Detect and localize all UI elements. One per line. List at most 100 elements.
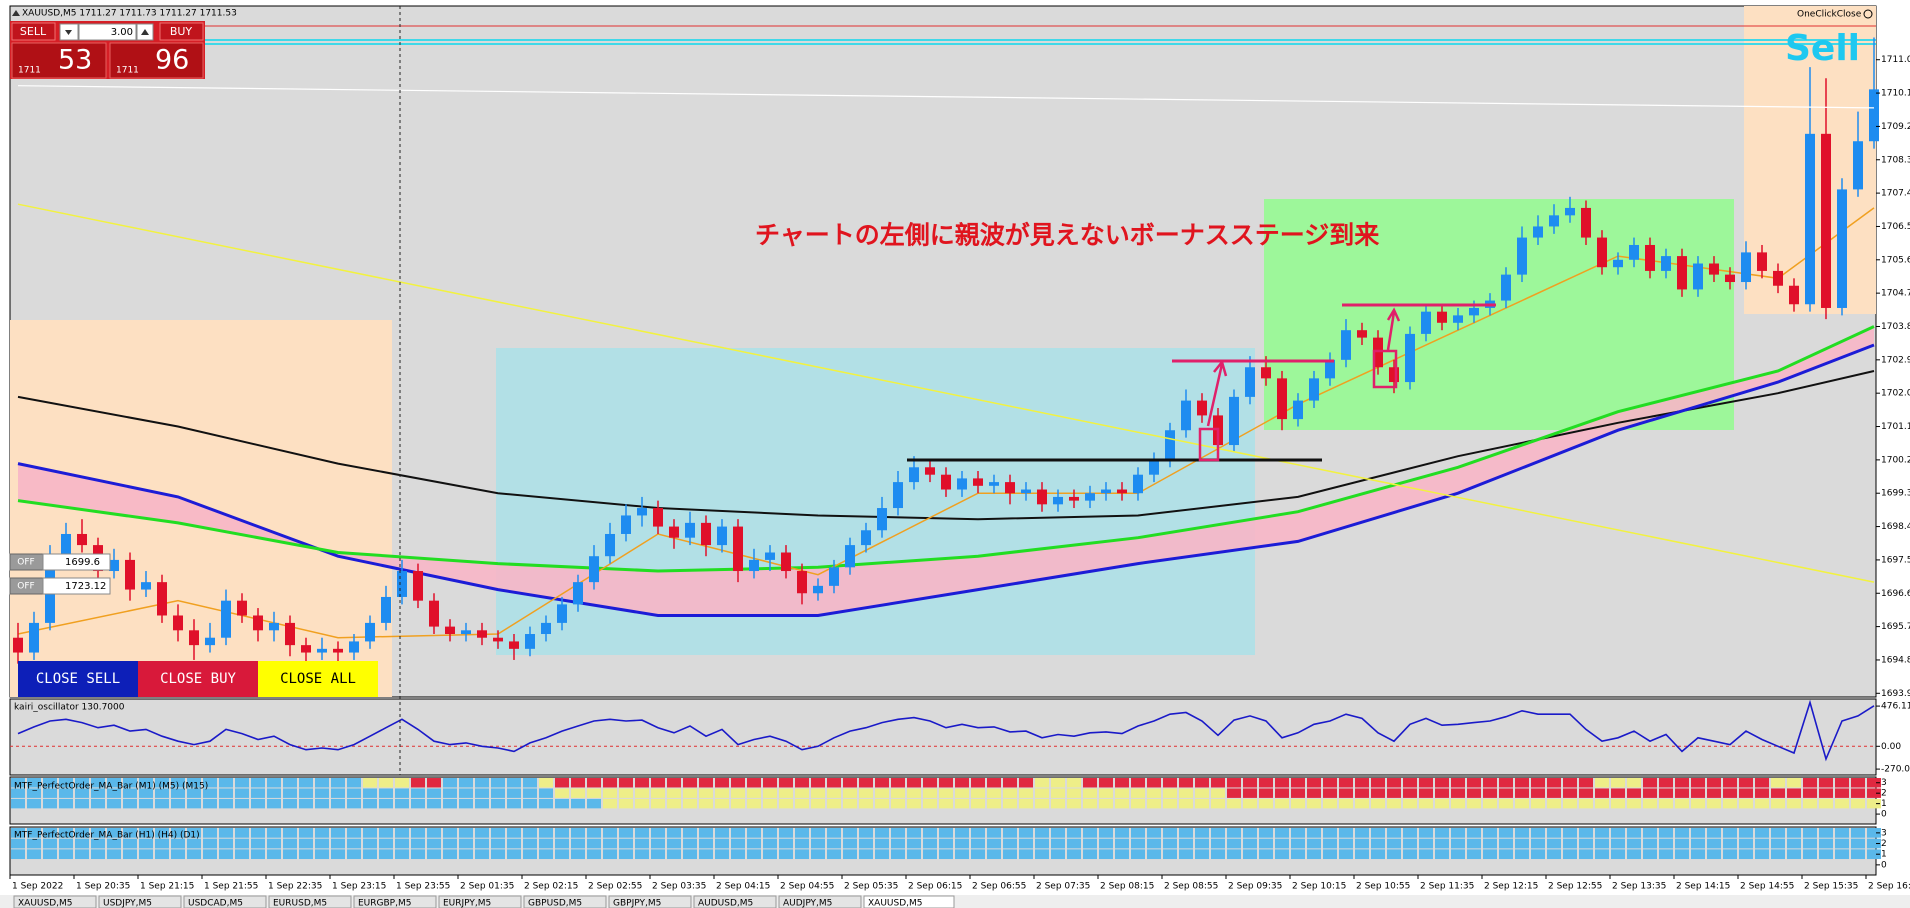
tab[interactable] <box>693 895 777 908</box>
one-click-label[interactable]: OneClickClose <box>1797 10 1862 20</box>
state-bar <box>1595 849 1609 860</box>
tab-label[interactable]: XAUUSD,M5 <box>18 899 73 908</box>
close-buy-label[interactable]: CLOSE BUY <box>160 671 236 687</box>
state-bar <box>827 828 841 838</box>
state-bar <box>459 849 473 860</box>
buy-button[interactable] <box>159 22 204 41</box>
lots-value[interactable]: 3.00 <box>111 27 133 38</box>
state-bar <box>171 778 185 788</box>
tab[interactable] <box>608 895 692 908</box>
state-bar <box>251 778 265 788</box>
state-bar <box>123 838 137 849</box>
state-bar <box>219 798 233 809</box>
state-bar <box>155 828 169 838</box>
state-bar <box>1195 838 1209 849</box>
state-bar <box>1035 788 1049 798</box>
ask-box[interactable] <box>109 42 204 79</box>
off-input[interactable] <box>42 577 111 595</box>
state-bar <box>283 798 297 809</box>
close-all-label[interactable]: CLOSE ALL <box>280 671 356 687</box>
one-click-icon[interactable] <box>1863 9 1873 19</box>
tab-label[interactable]: AUDJPY,M5 <box>783 899 832 908</box>
off-label[interactable]: OFF <box>17 558 34 568</box>
state-bar <box>1419 828 1433 838</box>
tab[interactable] <box>523 895 607 908</box>
tab[interactable] <box>863 895 955 908</box>
moving-average <box>17 370 1875 521</box>
tab-label[interactable]: AUDUSD,M5 <box>698 899 753 908</box>
tab-label[interactable]: USDJPY,M5 <box>103 899 152 908</box>
sell-button[interactable] <box>11 22 56 41</box>
sell-label[interactable]: SELL <box>20 25 47 38</box>
state-bar <box>1323 788 1337 798</box>
candle-body <box>1229 396 1239 446</box>
state-bar <box>1339 838 1353 849</box>
lots-input[interactable] <box>78 23 137 41</box>
off-input[interactable] <box>42 553 111 571</box>
tab-label[interactable]: EURGBP,M5 <box>358 899 411 908</box>
state-bar <box>1547 788 1561 798</box>
tab[interactable] <box>183 895 267 908</box>
state-bar <box>347 778 361 788</box>
state-bar <box>619 849 633 860</box>
state-bar <box>683 798 697 809</box>
tab[interactable] <box>268 895 352 908</box>
state-bar <box>155 849 169 860</box>
state-bar <box>907 798 921 809</box>
state-bar <box>443 849 457 860</box>
state-bar <box>1451 798 1465 809</box>
state-bar <box>1323 849 1337 860</box>
buy-label[interactable]: BUY <box>170 25 193 38</box>
state-bar <box>1099 828 1113 838</box>
state-bar <box>75 849 89 860</box>
close-sell-label[interactable]: CLOSE SELL <box>36 671 120 687</box>
off-value[interactable]: 1723.12 <box>65 581 106 592</box>
state-bar <box>1083 849 1097 860</box>
state-bar <box>1003 849 1017 860</box>
tab[interactable] <box>98 895 182 908</box>
state-bar <box>1051 849 1065 860</box>
tab-label[interactable]: GBPUSD,M5 <box>528 899 582 908</box>
state-bar <box>1659 828 1673 838</box>
state-bar <box>171 838 185 849</box>
tab-label[interactable]: EURUSD,M5 <box>273 899 327 908</box>
close-buy-button[interactable] <box>138 661 258 697</box>
state-bar <box>795 778 809 788</box>
state-bar <box>171 788 185 798</box>
candle-body <box>61 533 71 557</box>
tab-label[interactable]: EURJPY,M5 <box>443 899 491 908</box>
state-bar <box>555 849 569 860</box>
tab-label[interactable]: GBPJPY,M5 <box>613 899 661 908</box>
bid-box[interactable] <box>11 42 107 79</box>
state-bar <box>1611 778 1625 788</box>
state-bar <box>859 849 873 860</box>
state-bar <box>1723 828 1737 838</box>
state-bar <box>91 778 105 788</box>
state-bar <box>523 798 537 809</box>
off-label[interactable]: OFF <box>17 582 34 592</box>
state-bar <box>411 788 425 798</box>
tab[interactable] <box>353 895 437 908</box>
close-all-button[interactable] <box>258 661 378 697</box>
state-bar <box>875 788 889 798</box>
state-bar <box>731 798 745 809</box>
state-bar <box>523 828 537 838</box>
state-bar <box>283 788 297 798</box>
tab[interactable] <box>438 895 522 908</box>
close-sell-button[interactable] <box>18 661 138 697</box>
state-bar <box>699 798 713 809</box>
state-bar <box>11 838 25 849</box>
state-bar <box>27 798 41 809</box>
tab[interactable] <box>13 895 97 908</box>
state-bar <box>603 788 617 798</box>
state-bar <box>1467 778 1481 788</box>
tab-label[interactable]: XAUUSD,M5 <box>868 899 923 908</box>
candle-body <box>1149 459 1159 475</box>
off-value[interactable]: 1699.6 <box>65 557 100 568</box>
state-bar <box>155 788 169 798</box>
state-bar <box>475 828 489 838</box>
tab[interactable] <box>778 895 862 908</box>
tab-label[interactable]: USDCAD,M5 <box>188 899 243 908</box>
state-bar <box>587 838 601 849</box>
state-bar <box>1499 838 1513 849</box>
